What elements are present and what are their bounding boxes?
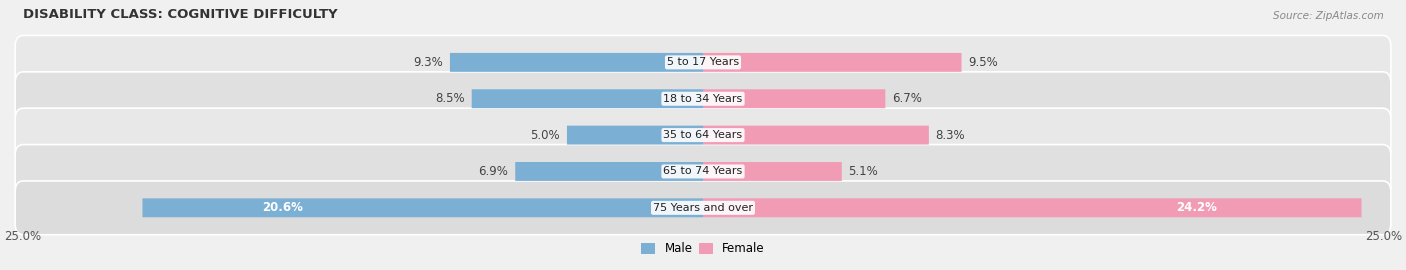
Text: 20.6%: 20.6%	[262, 201, 304, 214]
Legend: Male, Female: Male, Female	[637, 238, 769, 260]
Text: 35 to 64 Years: 35 to 64 Years	[664, 130, 742, 140]
FancyBboxPatch shape	[567, 126, 703, 144]
FancyBboxPatch shape	[15, 72, 1391, 126]
FancyBboxPatch shape	[515, 162, 703, 181]
Text: 5 to 17 Years: 5 to 17 Years	[666, 57, 740, 68]
Text: 75 Years and over: 75 Years and over	[652, 203, 754, 213]
Text: 6.7%: 6.7%	[893, 92, 922, 105]
Text: 5.0%: 5.0%	[530, 129, 560, 141]
FancyBboxPatch shape	[142, 198, 703, 217]
FancyBboxPatch shape	[703, 198, 1361, 217]
Text: 8.3%: 8.3%	[935, 129, 966, 141]
Text: 24.2%: 24.2%	[1177, 201, 1218, 214]
FancyBboxPatch shape	[15, 108, 1391, 162]
Text: 6.9%: 6.9%	[478, 165, 509, 178]
FancyBboxPatch shape	[703, 126, 929, 144]
FancyBboxPatch shape	[703, 162, 842, 181]
Text: 18 to 34 Years: 18 to 34 Years	[664, 94, 742, 104]
Text: 5.1%: 5.1%	[849, 165, 879, 178]
Text: 8.5%: 8.5%	[436, 92, 465, 105]
FancyBboxPatch shape	[703, 53, 962, 72]
FancyBboxPatch shape	[450, 53, 703, 72]
Text: 9.5%: 9.5%	[969, 56, 998, 69]
FancyBboxPatch shape	[15, 144, 1391, 198]
Text: 9.3%: 9.3%	[413, 56, 443, 69]
Text: DISABILITY CLASS: COGNITIVE DIFFICULTY: DISABILITY CLASS: COGNITIVE DIFFICULTY	[22, 8, 337, 21]
FancyBboxPatch shape	[471, 89, 703, 108]
Text: Source: ZipAtlas.com: Source: ZipAtlas.com	[1272, 11, 1384, 21]
FancyBboxPatch shape	[15, 181, 1391, 235]
Text: 65 to 74 Years: 65 to 74 Years	[664, 167, 742, 177]
FancyBboxPatch shape	[15, 35, 1391, 89]
FancyBboxPatch shape	[703, 89, 886, 108]
